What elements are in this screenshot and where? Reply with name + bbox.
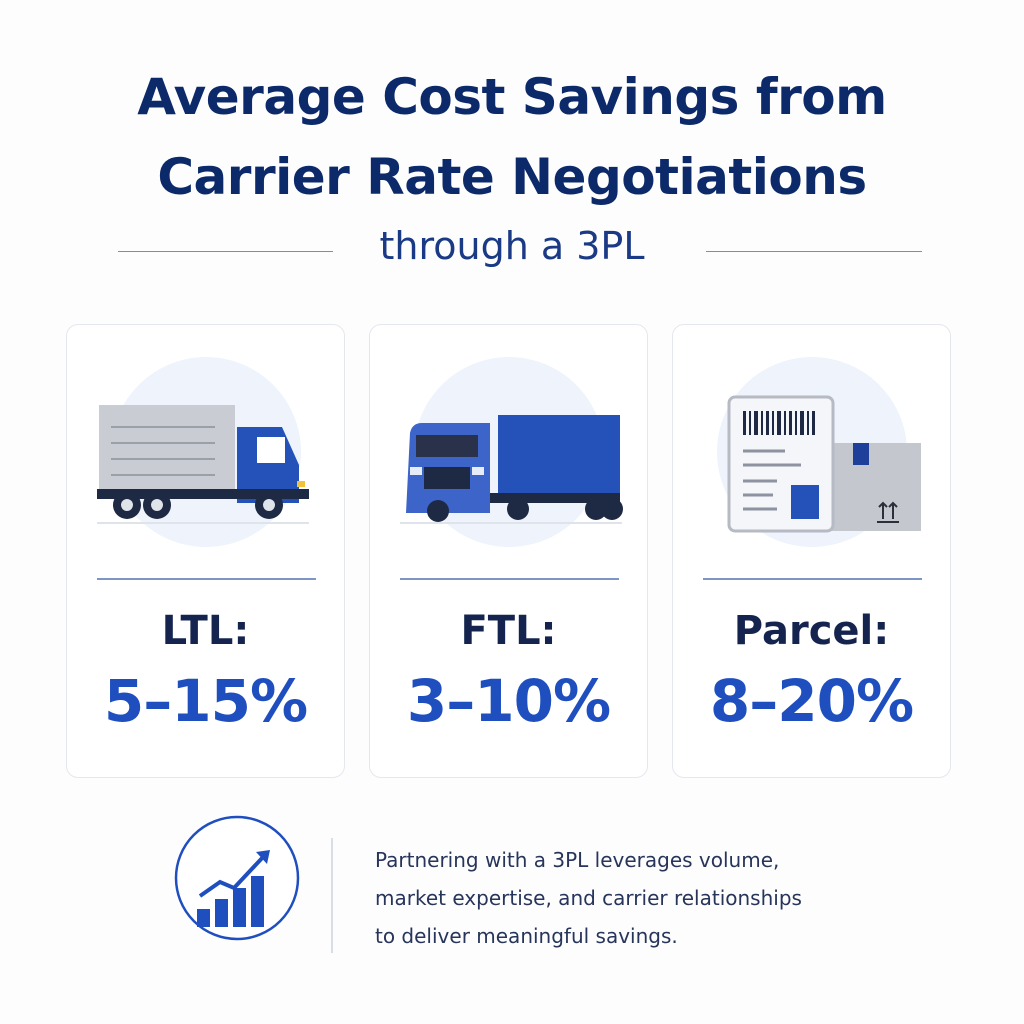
card: FTL: 3–10% xyxy=(369,324,648,778)
card-divider xyxy=(703,578,922,580)
card-divider xyxy=(97,578,316,580)
card-label: FTL: xyxy=(460,608,557,654)
growth-icon xyxy=(174,815,300,941)
card-value: 8–20% xyxy=(709,667,914,735)
parcel-icon xyxy=(727,395,921,533)
card-divider xyxy=(400,578,619,580)
card-value: 3–10% xyxy=(406,667,611,735)
card-label: LTL: xyxy=(161,608,250,654)
title-line: Carrier Rate Negotiations xyxy=(157,148,867,206)
subtitle-rule xyxy=(118,251,333,252)
card: LTL: 5–15% xyxy=(66,324,345,778)
footer-text: to deliver meaningful savings. xyxy=(375,924,678,948)
subtitle-rule xyxy=(706,251,922,252)
card-value: 5–15% xyxy=(103,667,308,735)
card-label: Parcel: xyxy=(733,608,890,654)
footer-divider xyxy=(331,838,333,953)
footer-text: market expertise, and carrier relationsh… xyxy=(375,886,802,910)
title-line: Average Cost Savings from xyxy=(137,68,887,126)
footer-text: Partnering with a 3PL leverages volume, xyxy=(375,848,780,872)
subtitle: through a 3PL xyxy=(379,224,645,268)
card: Parcel: 8–20% xyxy=(672,324,951,778)
ftl-truck-icon xyxy=(400,415,623,524)
ltl-truck-icon xyxy=(97,405,309,524)
